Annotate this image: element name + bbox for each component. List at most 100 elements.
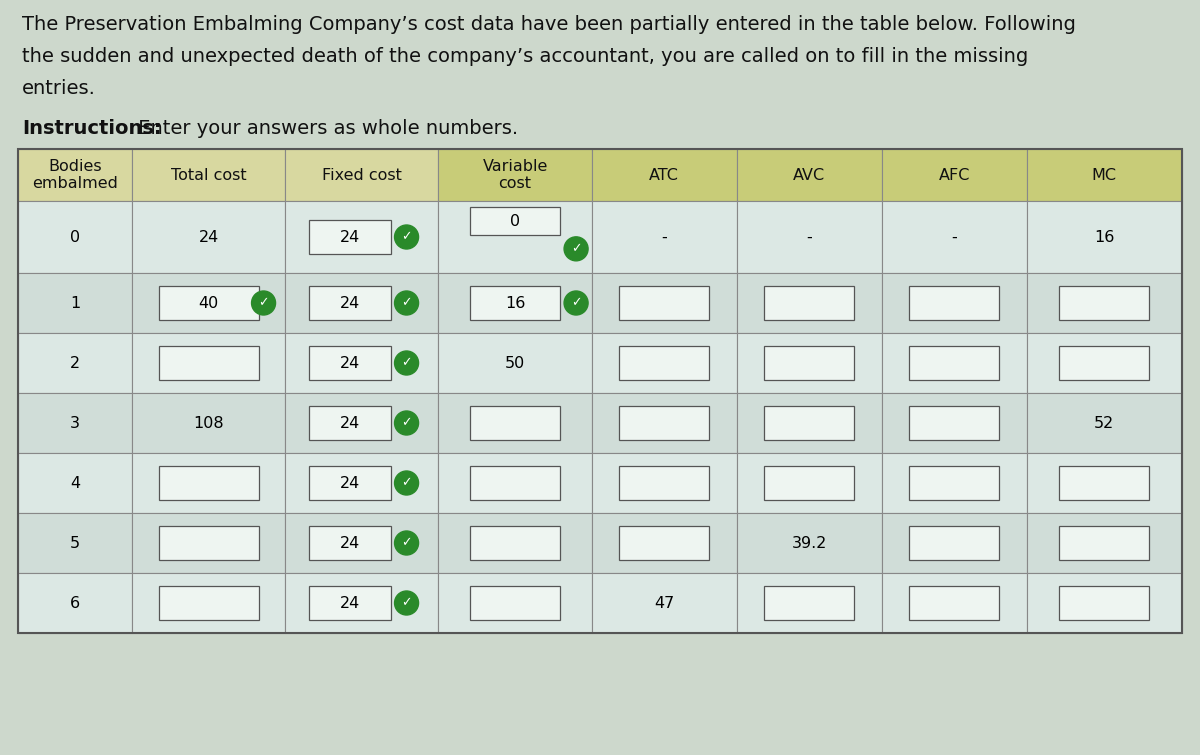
Bar <box>158 286 258 320</box>
Bar <box>1027 513 1182 573</box>
Text: 5: 5 <box>70 535 80 550</box>
Text: ✓: ✓ <box>571 297 581 310</box>
Bar <box>132 513 286 573</box>
Text: 24: 24 <box>340 230 360 245</box>
Bar <box>470 286 560 320</box>
Text: 40: 40 <box>198 295 218 310</box>
Bar <box>592 393 737 453</box>
Bar <box>18 573 132 633</box>
Bar <box>132 201 286 273</box>
Bar <box>438 573 592 633</box>
Bar <box>1060 286 1150 320</box>
Bar <box>132 333 286 393</box>
Bar <box>308 466 390 500</box>
Bar <box>132 573 286 633</box>
Bar <box>470 406 560 440</box>
Bar <box>1027 333 1182 393</box>
Bar <box>1060 346 1150 380</box>
Bar <box>737 453 882 513</box>
Text: ✓: ✓ <box>258 297 269 310</box>
Text: Bodies
embalmed: Bodies embalmed <box>32 159 118 191</box>
Bar <box>158 586 258 620</box>
Text: 24: 24 <box>340 596 360 611</box>
Bar <box>286 273 438 333</box>
Text: AVC: AVC <box>793 168 826 183</box>
Bar <box>470 586 560 620</box>
Text: 3: 3 <box>70 415 80 430</box>
Bar <box>592 333 737 393</box>
Bar <box>438 333 592 393</box>
Bar <box>132 453 286 513</box>
Text: 0: 0 <box>510 214 520 229</box>
Bar <box>18 513 132 573</box>
Bar <box>438 273 592 333</box>
Bar <box>308 220 390 254</box>
Text: ✓: ✓ <box>401 417 412 430</box>
Text: the sudden and unexpected death of the company’s accountant, you are called on t: the sudden and unexpected death of the c… <box>22 47 1028 66</box>
Bar <box>910 406 1000 440</box>
Bar <box>619 466 709 500</box>
Bar <box>438 201 592 273</box>
Bar <box>592 149 737 201</box>
Bar <box>308 586 390 620</box>
Bar <box>438 513 592 573</box>
Circle shape <box>395 531 419 555</box>
Bar <box>619 526 709 560</box>
Text: ✓: ✓ <box>401 537 412 550</box>
Bar <box>286 573 438 633</box>
Text: 24: 24 <box>198 230 218 245</box>
Bar <box>910 466 1000 500</box>
Text: ATC: ATC <box>649 168 679 183</box>
Text: ✓: ✓ <box>401 596 412 609</box>
Text: 16: 16 <box>1094 230 1115 245</box>
Bar <box>764 466 854 500</box>
Bar <box>882 333 1027 393</box>
Bar <box>286 201 438 273</box>
Circle shape <box>395 471 419 495</box>
Bar <box>1027 393 1182 453</box>
Bar <box>308 526 390 560</box>
Text: Instructions:: Instructions: <box>22 119 162 138</box>
Bar <box>438 393 592 453</box>
Bar <box>1060 586 1150 620</box>
Text: 52: 52 <box>1094 415 1115 430</box>
Bar <box>737 201 882 273</box>
Bar <box>132 149 286 201</box>
Bar <box>592 453 737 513</box>
Bar <box>286 333 438 393</box>
Text: ✓: ✓ <box>401 297 412 310</box>
Circle shape <box>395 411 419 435</box>
Bar <box>737 513 882 573</box>
Text: 16: 16 <box>505 295 526 310</box>
Circle shape <box>395 591 419 615</box>
Bar <box>308 406 390 440</box>
Bar <box>764 586 854 620</box>
Bar <box>882 201 1027 273</box>
Bar <box>1060 526 1150 560</box>
Text: ✓: ✓ <box>401 476 412 489</box>
Bar <box>1027 201 1182 273</box>
Text: Total cost: Total cost <box>170 168 246 183</box>
Text: ✓: ✓ <box>401 356 412 369</box>
Text: -: - <box>952 230 958 245</box>
Bar <box>470 466 560 500</box>
Circle shape <box>252 291 276 315</box>
Bar <box>737 573 882 633</box>
Bar <box>132 393 286 453</box>
Bar <box>438 149 592 201</box>
Bar <box>764 346 854 380</box>
Text: AFC: AFC <box>938 168 970 183</box>
Bar <box>1060 466 1150 500</box>
Text: 108: 108 <box>193 415 224 430</box>
Text: 24: 24 <box>340 356 360 371</box>
Bar <box>882 149 1027 201</box>
Bar <box>910 586 1000 620</box>
Bar <box>910 526 1000 560</box>
Bar <box>18 393 132 453</box>
Text: ✓: ✓ <box>401 230 412 244</box>
Bar <box>592 273 737 333</box>
Bar <box>286 393 438 453</box>
Bar <box>470 526 560 560</box>
Bar <box>158 526 258 560</box>
Bar <box>286 149 438 201</box>
